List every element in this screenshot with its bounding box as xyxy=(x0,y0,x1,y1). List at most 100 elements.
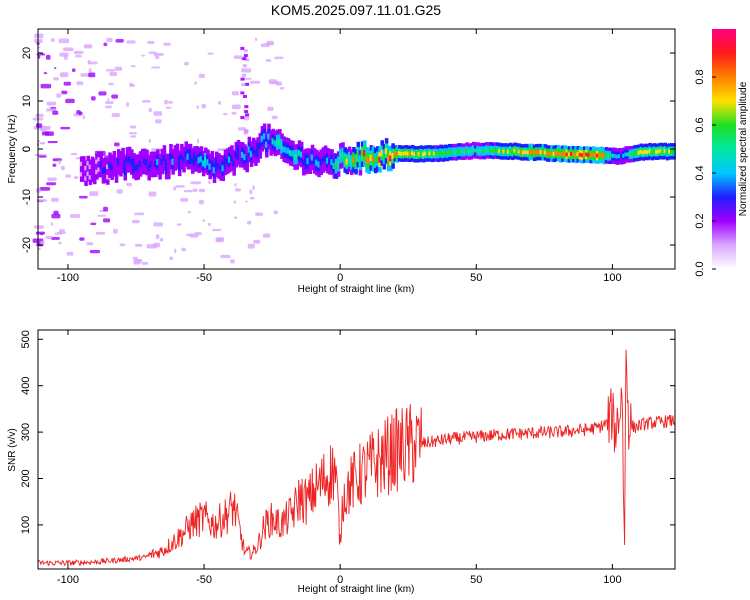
ridge-cell xyxy=(426,151,430,156)
ridge-cell xyxy=(358,159,363,166)
ridge-cell xyxy=(548,151,552,156)
noise-blob xyxy=(233,200,236,204)
ridge-cell xyxy=(153,161,158,168)
ridge-cell xyxy=(345,158,350,165)
ridge-cell xyxy=(524,150,528,155)
x-tick-label: 0 xyxy=(337,574,343,586)
ridge-cell xyxy=(469,149,474,154)
noise-blob xyxy=(265,59,272,62)
ridge-cell xyxy=(251,147,256,154)
ridge-cell xyxy=(665,150,670,155)
ridge-cell xyxy=(498,149,502,153)
ridge-cell xyxy=(101,167,106,174)
ridge-cell xyxy=(319,159,324,166)
ridge-cell xyxy=(661,149,665,154)
noise-blob xyxy=(243,49,248,53)
noise-blob xyxy=(119,243,126,247)
ridge-cell xyxy=(171,158,175,165)
ridge-cell xyxy=(384,147,389,154)
noise-blob xyxy=(190,181,202,185)
ridge-cell xyxy=(349,159,354,166)
noise-blob xyxy=(244,105,249,109)
colorbar-tick-label: 0.4 xyxy=(694,165,706,180)
ridge-cell xyxy=(482,149,487,154)
ridge-cell xyxy=(545,151,550,156)
noise-blob xyxy=(234,188,241,192)
noise-blob xyxy=(114,66,123,71)
noise-blob xyxy=(47,140,58,144)
noise-blob xyxy=(183,189,193,193)
ridge-cell xyxy=(360,151,365,158)
noise-blob xyxy=(54,67,57,70)
ridge-cell xyxy=(574,153,578,157)
ridge-cell xyxy=(160,158,165,165)
ridge-cell xyxy=(315,159,319,166)
y-tick-label: -20 xyxy=(21,237,33,253)
noise-blob xyxy=(58,38,70,44)
noise-blob xyxy=(165,106,172,109)
noise-blob xyxy=(153,111,163,116)
colorbar-tick-label: 0.6 xyxy=(694,117,706,132)
noise-blob xyxy=(135,243,143,247)
ridge-cell xyxy=(230,155,234,162)
ridge-cell xyxy=(532,150,537,155)
ridge-cell xyxy=(670,149,674,154)
ridge-cell xyxy=(212,167,217,174)
noise-blob xyxy=(130,65,136,68)
ridge-cell xyxy=(267,133,271,140)
ridge-cell xyxy=(201,160,206,167)
ridge-cell xyxy=(443,150,448,155)
ridge-cell xyxy=(136,163,141,171)
ridge-cell xyxy=(258,142,263,149)
ridge-cell xyxy=(537,150,541,154)
ridge-cell xyxy=(90,166,95,173)
ridge-cell xyxy=(232,159,236,166)
noise-blob xyxy=(243,131,248,135)
ridge-cell xyxy=(130,159,134,166)
ridge-cell xyxy=(373,157,378,164)
ridge-cell xyxy=(663,148,668,153)
noise-blob xyxy=(126,40,136,44)
snr-panel: -100 -50 0 50 100 100 200 300 400 500 Height of … xyxy=(7,329,676,595)
ridge-cell xyxy=(543,150,548,155)
noise-blob xyxy=(155,234,160,240)
ridge-cell xyxy=(657,149,661,154)
noise-blob xyxy=(186,233,195,236)
noise-blob xyxy=(82,115,86,120)
ridge-cell xyxy=(441,151,445,156)
ridge-cell xyxy=(476,148,480,153)
noise-blob xyxy=(231,91,239,96)
ridge-cell xyxy=(245,156,249,163)
noise-blob xyxy=(58,229,65,233)
ridge-cell xyxy=(400,151,404,156)
ridge-cell xyxy=(480,149,485,153)
noise-blob xyxy=(106,69,115,72)
noise-blob xyxy=(36,199,48,202)
ridge-cell xyxy=(395,152,400,157)
ridge-cell xyxy=(450,150,454,155)
ridge-cell xyxy=(454,150,459,155)
ridge-cell xyxy=(99,161,104,168)
noise-blob xyxy=(111,94,119,99)
ridge-cell xyxy=(415,152,419,157)
snr-y-label: SNR (v/v) xyxy=(7,428,18,471)
noise-blob xyxy=(207,52,214,55)
ridge-cell xyxy=(308,158,313,165)
noise-blob xyxy=(59,52,69,57)
ridge-cell xyxy=(522,150,526,155)
ridge-cell xyxy=(506,149,511,154)
ridge-cell xyxy=(125,156,130,164)
ridge-cell xyxy=(484,148,489,153)
ridge-cell xyxy=(330,158,334,166)
ridge-cell xyxy=(312,157,317,165)
noise-blob xyxy=(244,129,249,133)
noise-blob xyxy=(148,107,152,113)
ridge-cell xyxy=(622,153,626,158)
noise-blob xyxy=(58,159,61,165)
noise-blob xyxy=(159,237,164,242)
noise-blob xyxy=(107,98,110,102)
ridge-cell xyxy=(587,152,591,157)
ridge-cell xyxy=(556,151,561,156)
noise-blob xyxy=(111,113,120,118)
ridge-cell xyxy=(225,158,230,165)
